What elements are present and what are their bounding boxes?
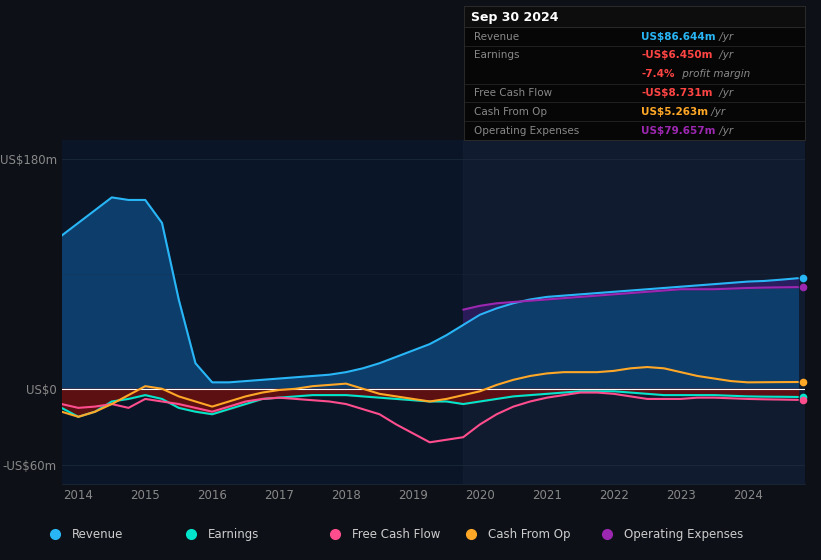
Text: Revenue: Revenue [474,31,519,41]
Text: Free Cash Flow: Free Cash Flow [351,528,440,541]
Text: Earnings: Earnings [474,50,520,60]
Text: -7.4%: -7.4% [641,69,675,79]
Bar [463,140,805,484]
Text: Cash From Op: Cash From Op [488,528,570,541]
Text: -US$6.450m: -US$6.450m [641,50,713,60]
Text: Earnings: Earnings [208,528,259,541]
Text: Free Cash Flow: Free Cash Flow [474,88,553,98]
Text: Revenue: Revenue [72,528,123,541]
Text: /yr: /yr [716,88,733,98]
FancyBboxPatch shape [464,6,805,27]
Text: Operating Expenses: Operating Expenses [623,528,743,541]
Text: Sep 30 2024: Sep 30 2024 [470,11,558,24]
Text: US$79.657m: US$79.657m [641,125,716,136]
Text: /yr: /yr [716,31,733,41]
Text: US$86.644m: US$86.644m [641,31,716,41]
Text: Cash From Op: Cash From Op [474,107,547,117]
Text: /yr: /yr [716,50,733,60]
Text: Operating Expenses: Operating Expenses [474,125,580,136]
Text: profit margin: profit margin [678,69,750,79]
Text: -US$8.731m: -US$8.731m [641,88,713,98]
Text: /yr: /yr [709,107,726,117]
Text: US$5.263m: US$5.263m [641,107,709,117]
Text: /yr: /yr [716,125,733,136]
